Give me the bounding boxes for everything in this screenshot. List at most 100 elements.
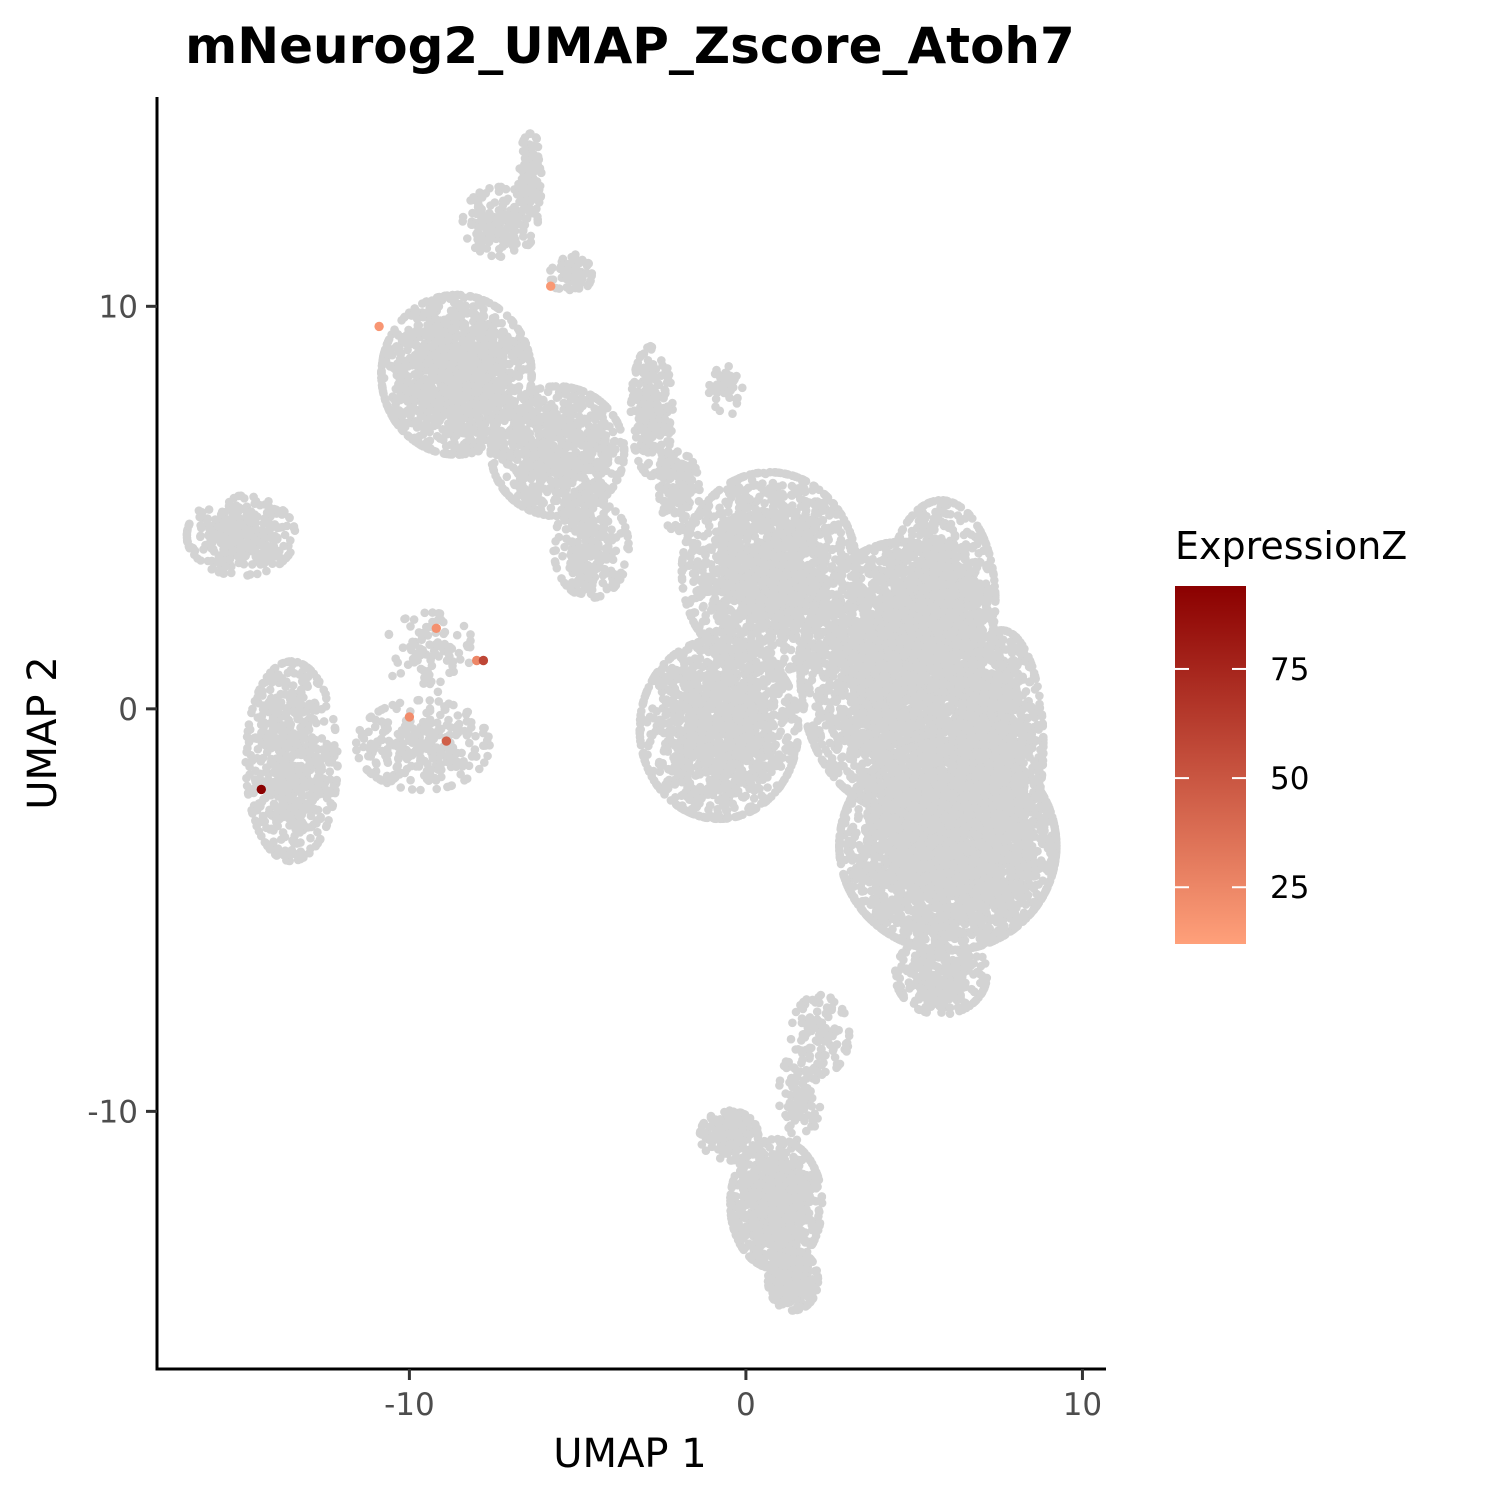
background-point xyxy=(509,442,518,451)
background-point xyxy=(495,399,504,408)
background-point xyxy=(254,745,263,754)
background-point xyxy=(486,382,495,391)
background-point xyxy=(661,386,670,395)
background-point xyxy=(250,536,259,545)
background-point xyxy=(383,772,392,781)
background-point xyxy=(279,542,288,551)
background-point xyxy=(656,408,665,417)
background-point xyxy=(569,384,578,393)
background-point xyxy=(477,420,486,429)
background-point xyxy=(538,446,547,455)
background-point xyxy=(494,368,503,377)
background-point xyxy=(274,844,283,853)
background-point xyxy=(403,724,412,733)
background-point xyxy=(410,615,419,624)
background-point xyxy=(426,436,435,445)
background-point xyxy=(532,205,541,214)
background-point xyxy=(682,452,691,461)
background-point xyxy=(451,386,460,395)
background-point xyxy=(445,669,454,678)
background-point xyxy=(578,402,587,411)
background-point xyxy=(410,370,419,379)
background-point xyxy=(289,660,298,669)
background-point xyxy=(295,715,304,724)
background-point xyxy=(290,832,299,841)
background-point xyxy=(279,828,288,837)
background-point xyxy=(521,149,530,158)
background-point xyxy=(331,724,340,733)
background-point xyxy=(258,798,267,807)
background-point xyxy=(552,427,561,436)
background-point xyxy=(577,573,586,582)
background-point xyxy=(260,514,269,523)
background-point xyxy=(242,748,251,757)
background-point xyxy=(540,429,549,438)
background-point xyxy=(558,439,567,448)
background-point xyxy=(402,753,411,762)
background-point xyxy=(512,214,521,223)
background-point xyxy=(537,468,546,477)
background-point xyxy=(312,806,321,815)
background-point xyxy=(468,752,477,761)
background-point xyxy=(434,375,443,384)
background-point xyxy=(634,406,643,415)
background-point xyxy=(478,222,487,231)
background-point xyxy=(352,746,361,755)
background-point xyxy=(592,410,601,419)
background-point xyxy=(313,674,322,683)
background-point xyxy=(571,498,580,507)
background-point xyxy=(480,429,489,438)
background-point xyxy=(564,284,573,293)
background-point xyxy=(565,405,574,414)
background-point xyxy=(426,707,435,716)
background-point xyxy=(329,801,338,810)
background-point xyxy=(400,313,409,322)
background-point xyxy=(525,351,534,360)
background-point xyxy=(449,743,458,752)
background-point xyxy=(423,327,432,336)
background-point xyxy=(209,564,218,573)
background-point xyxy=(435,302,444,311)
background-point xyxy=(497,217,506,226)
background-point xyxy=(311,703,320,712)
background-point xyxy=(436,678,445,687)
background-point xyxy=(572,255,581,264)
background-point xyxy=(512,370,521,379)
background-point xyxy=(537,168,546,177)
background-point xyxy=(418,299,427,308)
background-point xyxy=(514,416,523,425)
background-point xyxy=(419,679,428,688)
background-point xyxy=(425,640,434,649)
background-point xyxy=(452,762,461,771)
background-point xyxy=(607,444,616,453)
background-point xyxy=(470,348,479,357)
background-point xyxy=(225,498,234,507)
background-point xyxy=(243,541,252,550)
background-point xyxy=(417,665,426,674)
background-point xyxy=(563,457,572,466)
background-point xyxy=(548,264,557,273)
background-point xyxy=(582,530,591,539)
background-point xyxy=(558,552,567,561)
background-point xyxy=(465,739,474,748)
background-point xyxy=(266,825,275,834)
background-point xyxy=(245,762,254,771)
background-point xyxy=(664,374,673,383)
background-point xyxy=(451,414,460,423)
background-point xyxy=(505,460,514,469)
background-point xyxy=(560,449,569,458)
background-point xyxy=(230,525,239,534)
background-point xyxy=(503,237,512,246)
background-point xyxy=(533,215,542,224)
background-point xyxy=(266,550,275,559)
background-point xyxy=(428,296,437,305)
background-point xyxy=(432,785,441,794)
background-point xyxy=(522,448,531,457)
background-point xyxy=(396,745,405,754)
background-point xyxy=(667,525,676,534)
background-point xyxy=(529,438,538,447)
background-point xyxy=(627,408,636,417)
background-point xyxy=(659,497,668,506)
background-point xyxy=(281,531,290,540)
background-point xyxy=(655,381,664,390)
